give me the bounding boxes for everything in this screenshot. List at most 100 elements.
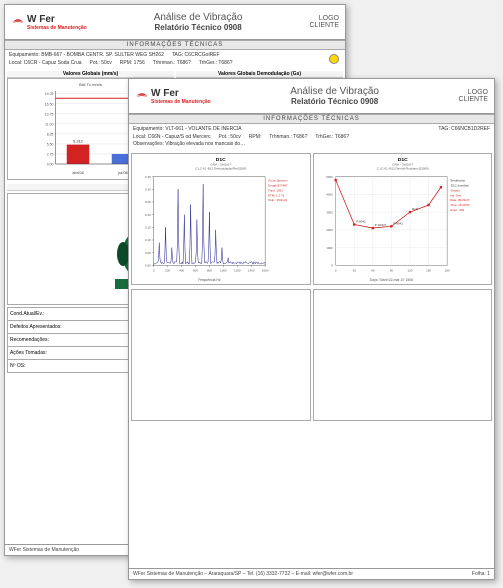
rpm-back: RPM: 1756	[120, 60, 145, 68]
svg-text:C.LC-61 -B12 Demodulação/Rec52: C.LC-61 -B12 Demodulação/Rec52000	[195, 166, 246, 170]
header-back: W Fer Sistemas de Manutenção Análise de …	[5, 5, 345, 40]
footer-front-right: Folha: 1	[472, 571, 490, 577]
logo-right-f: LOGO CLIENTE	[458, 89, 488, 103]
chart1-box: D1CCAM – 2x62x1?C.LC-61 -B12 Demodulação…	[131, 153, 311, 285]
svg-text:Dough 937487: Dough 937487	[268, 183, 288, 187]
svg-text:16.50: 16.50	[45, 102, 54, 106]
brand-name-f: W Fer	[151, 88, 211, 99]
svg-text:600: 600	[193, 268, 198, 272]
svg-text:19.25: 19.25	[45, 92, 54, 96]
svg-text:0: 0	[331, 263, 333, 267]
svg-text:abr/08: abr/08	[72, 170, 84, 175]
svg-text:0.10: 0.10	[145, 238, 151, 242]
svg-text:0: 0	[153, 268, 155, 272]
logo-right-l1-f: LOGO	[458, 89, 488, 96]
svg-text:Frequência Hz: Frequência Hz	[198, 278, 221, 282]
title-main: Análise de Vibração	[87, 12, 310, 23]
svg-text:0.30: 0.30	[145, 187, 151, 191]
svg-text:150: 150	[426, 268, 431, 272]
title-block-f: Análise de Vibração Relatório Técnico 09…	[211, 86, 459, 106]
svg-text:Ampl.: 292: Ampl.: 292	[450, 208, 464, 212]
trg-front: TrhGer.: T686?	[315, 134, 349, 142]
report-front: W Fer Sistemas de Manutenção Análise de …	[128, 78, 495, 580]
svg-text:3000: 3000	[326, 210, 333, 214]
svg-text:120: 120	[407, 268, 412, 272]
wfer-logo: W Fer Sistemas de Manutenção	[11, 14, 87, 31]
svg-text:P-D1627: P-D1627	[374, 223, 386, 227]
tag-front: TAG: C66NCB1D2REF	[438, 126, 490, 134]
section-tech-back: INFORMAÇÕES TÉCNICAS	[5, 40, 345, 50]
svg-text:P-8041: P-8041	[356, 219, 366, 223]
title-block: Análise de Vibração Relatório Técnico 09…	[87, 12, 310, 32]
svg-text:BAI Tx mm/s: BAI Tx mm/s	[79, 82, 102, 87]
panel-left-title: Valores Globais (mm/s)	[7, 71, 174, 78]
svg-text:1200: 1200	[234, 268, 241, 272]
logo-left-f: W Fer Sistemas de Manutenção	[135, 88, 211, 105]
svg-text:Help.: 15/2xp3: Help.: 15/2xp3	[268, 198, 287, 202]
svg-text:Ind. Text: Ind. Text	[450, 193, 461, 197]
svg-text:1000: 1000	[326, 245, 333, 249]
svg-text:4000: 4000	[326, 192, 333, 196]
svg-text:Ref1: Ref1	[411, 207, 418, 211]
charts-row: D1CCAM – 2x62x1?C.LC-61 -B12 Demodulação…	[129, 151, 494, 287]
footer-back-left: WFer Sistemas de Manutenção	[9, 547, 79, 553]
footer-front: WFer Sistemas de Manutenção – Araraquara…	[129, 568, 494, 579]
svg-text:5,312: 5,312	[73, 139, 84, 144]
tech-info-front: Equipamento: VLT-661 - VOLANTE DE INERCI…	[129, 124, 494, 151]
svg-text:Time: 15:29:53: Time: 15:29:53	[450, 203, 470, 207]
svg-text:0.00: 0.00	[145, 263, 151, 267]
svg-text:800: 800	[207, 268, 212, 272]
svg-text:13.75: 13.75	[45, 112, 54, 116]
svg-text:5.50: 5.50	[47, 142, 54, 146]
equip-back: Equipamento: BMB-667 - BOMBA CENTR. SP. …	[9, 52, 164, 60]
trm-back: Trhnman.: T686?	[153, 60, 191, 68]
logo-right-l2: CLIENTE	[309, 22, 339, 29]
chart1-svg: D1CCAM – 2x62x1?C.LC-61 -B12 Demodulação…	[132, 154, 310, 284]
section-tech-front: INFORMAÇÕES TÉCNICAS	[129, 114, 494, 124]
svg-text:0.00: 0.00	[47, 163, 54, 167]
header-front: W Fer Sistemas de Manutenção Análise de …	[129, 79, 494, 114]
svg-text:200: 200	[165, 268, 170, 272]
logo-right-l1: LOGO	[309, 15, 339, 22]
svg-text:400: 400	[179, 268, 184, 272]
brand-name: W Fer	[27, 14, 87, 25]
svg-text:2000: 2000	[326, 228, 333, 232]
title-main-f: Análise de Vibração	[211, 86, 459, 97]
svg-text:2.75: 2.75	[47, 152, 54, 156]
svg-text:0.15: 0.15	[145, 225, 151, 229]
svg-text:8.25: 8.25	[47, 132, 54, 136]
svg-text:Days: Start=02-mar-07 1500: Days: Start=02-mar-07 1500	[369, 278, 413, 282]
svg-text:1600: 1600	[262, 268, 269, 272]
svg-text:Fund: 1051: Fund: 1051	[268, 188, 283, 192]
pot-back: Pot.: 50cv	[90, 60, 112, 68]
chart2-box: D1CCAM – 2x62x1?C.LC-61 -B12 Demod-Rodol…	[313, 153, 493, 285]
svg-text:1000: 1000	[220, 268, 227, 272]
svg-text:0.20: 0.20	[145, 212, 151, 216]
svg-text:90: 90	[389, 268, 393, 272]
local-back: Local: C6CR - Capuz Soda Crua	[9, 60, 82, 68]
status-dot	[329, 54, 339, 64]
svg-text:ETM: 1:1 / 8: ETM: 1:1 / 8	[268, 193, 284, 197]
svg-text:Date: 05-09-07: Date: 05-09-07	[450, 198, 470, 202]
svg-text:Tendências: Tendências	[450, 178, 465, 182]
svg-text:0.25: 0.25	[145, 200, 151, 204]
svg-text:-Dados-: -Dados-	[450, 188, 460, 192]
empty-box-1	[131, 289, 311, 421]
obs-front: Observações: Vibração elevada nos mancai…	[133, 141, 245, 149]
svg-text:.D1C foundital: .D1C foundital	[450, 183, 469, 187]
title-sub-f: Relatório Técnico 0908	[211, 97, 459, 106]
pot-front: Pot.: 50cv	[219, 134, 241, 142]
svg-text:C.LC-61 -B12 Demod-Rodolam (52: C.LC-61 -B12 Demod-Rodolam (52000)	[376, 166, 428, 170]
svg-text:1400: 1400	[248, 268, 255, 272]
trm-front: Trhnman.: T686?	[269, 134, 307, 142]
tag-back: TAG: C6CRCGolREF	[172, 52, 220, 60]
svg-text:0.35: 0.35	[145, 174, 151, 178]
svg-text:0: 0	[334, 268, 336, 272]
svg-text:0.05: 0.05	[145, 250, 151, 254]
logo-right: LOGO CLIENTE	[309, 15, 339, 29]
logo-right-l2-f: CLIENTE	[458, 96, 488, 103]
brand-tagline: Sistemas de Manutenção	[27, 25, 87, 31]
equip-front: Equipamento: VLT-661 - VOLANTE DE INERCI…	[133, 126, 242, 134]
svg-text:Gs pk Spectrm: Gs pk Spectrm	[268, 178, 288, 182]
local-front: Local: C66N - Capuz/S od Mercerc	[133, 134, 211, 142]
